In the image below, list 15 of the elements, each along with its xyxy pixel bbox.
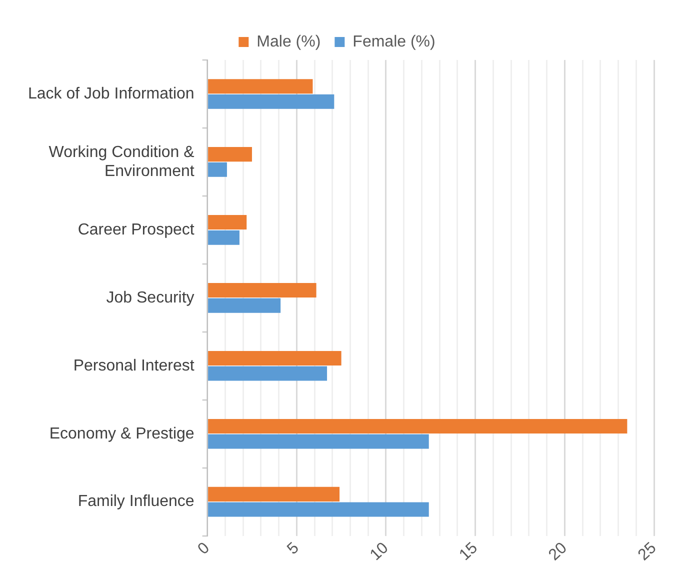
x-tick-label: 5 <box>284 539 302 558</box>
y-tick-label: Lack of Job Information <box>28 85 194 102</box>
legend-label: Male (%) <box>256 33 321 50</box>
x-tick-label: 20 <box>546 539 570 564</box>
y-tick-label: Job Security <box>106 289 194 306</box>
x-tick-label: 10 <box>367 539 392 564</box>
x-tick-label: 25 <box>635 539 660 564</box>
y-tick-label: Personal Interest <box>73 357 195 374</box>
y-tick-label: Career Prospect <box>78 221 195 238</box>
legend-label: Female (%) <box>352 33 436 50</box>
x-tick-label: 0 <box>194 539 214 558</box>
x-tick-label: 15 <box>456 539 482 564</box>
y-tick-label: Family Influence <box>78 493 194 510</box>
y-tick-label: Working Condition & Environment <box>48 144 195 180</box>
y-tick-label: Economy & Prestige <box>49 425 194 442</box>
